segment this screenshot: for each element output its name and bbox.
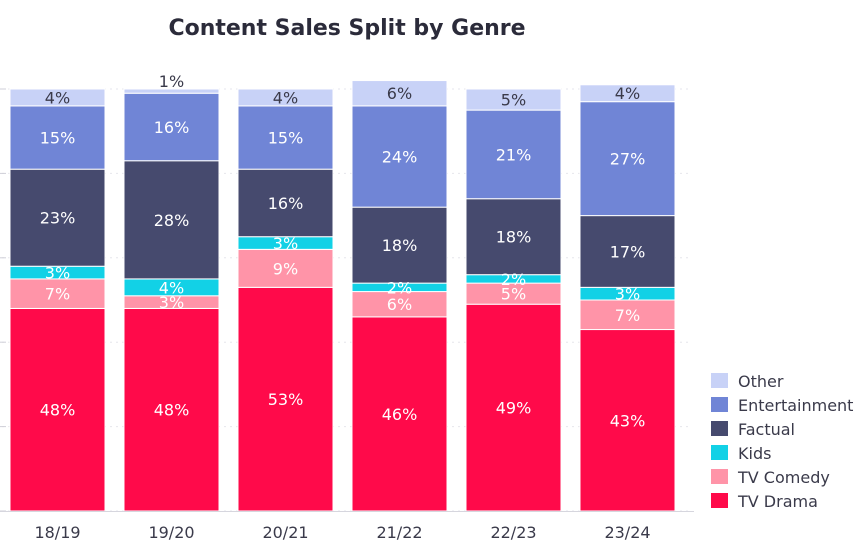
x-tick-label: 18/19 [34, 523, 80, 542]
data-label: 28% [154, 211, 190, 230]
data-label: 18% [382, 236, 418, 255]
bar-segment [9, 105, 106, 170]
legend-label: TV Drama [737, 492, 818, 511]
legend-swatch [711, 493, 728, 508]
data-label: 4% [45, 88, 70, 107]
data-label: 4% [273, 88, 298, 107]
data-label: 53% [268, 390, 304, 409]
legend-label: Other [738, 372, 784, 391]
legend-label: Factual [738, 420, 795, 439]
legend-swatch [711, 421, 728, 436]
bar-segment [123, 92, 220, 162]
bar-segment [9, 168, 106, 267]
data-label: 27% [610, 150, 646, 169]
data-label: 3% [159, 293, 184, 312]
data-label: 16% [154, 118, 190, 137]
data-label: 4% [159, 278, 184, 297]
x-tick-label: 21/22 [376, 523, 422, 542]
legend-label: Kids [738, 444, 771, 463]
legend-swatch [711, 445, 728, 460]
bar-stack-20-21 [237, 88, 334, 512]
bar-segment [237, 105, 334, 170]
chart-title: Content Sales Split by Genre [168, 16, 526, 41]
bar-stack-23-24 [579, 84, 676, 512]
data-label: 15% [40, 129, 76, 148]
x-tick-label: 19/20 [148, 523, 194, 542]
data-label: 46% [382, 405, 418, 424]
data-label: 43% [610, 411, 646, 430]
bars: 48%7%3%23%15%4%48%3%4%28%16%1%53%9%3%16%… [9, 72, 676, 512]
bar-segment [123, 88, 220, 94]
data-label: 17% [610, 242, 646, 261]
legend-label: TV Comedy [737, 468, 830, 487]
data-label: 4% [615, 84, 640, 103]
bar-stack-21-22 [351, 80, 448, 512]
bar-segment [237, 286, 334, 512]
data-label: 23% [40, 209, 76, 228]
bar-segment [579, 299, 676, 331]
bar-segment [465, 198, 562, 276]
legend-swatch [711, 469, 728, 484]
data-label: 48% [40, 401, 76, 420]
data-label: 5% [501, 285, 526, 304]
data-label: 7% [45, 285, 70, 304]
bar-stack-18-19 [9, 88, 106, 512]
bar-segment [123, 160, 220, 280]
data-label: 15% [268, 129, 304, 148]
legend-swatch [711, 397, 728, 412]
x-tick-label: 22/23 [490, 523, 536, 542]
data-label: 2% [501, 270, 526, 289]
data-label: 2% [387, 278, 412, 297]
data-label: 9% [273, 259, 298, 278]
bar-segment [123, 307, 220, 512]
bar-segment [351, 80, 448, 107]
bar-segment [465, 109, 562, 200]
data-label: 48% [154, 401, 190, 420]
data-label: 24% [382, 148, 418, 167]
data-label: 6% [387, 84, 412, 103]
bar-segment [579, 84, 676, 103]
data-label: 6% [387, 295, 412, 314]
data-label: 21% [496, 145, 532, 164]
x-tick-label: 23/24 [604, 523, 650, 542]
data-label: 5% [501, 91, 526, 110]
bar-segment [351, 316, 448, 512]
bar-segment [465, 88, 562, 111]
data-label: 3% [45, 264, 70, 283]
x-tick-label: 20/21 [262, 523, 308, 542]
bar-stack-19-20 [123, 88, 220, 512]
legend: Other Entertainment Factual Kids TV Comedy TV… [711, 372, 853, 511]
data-label: 1% [159, 72, 184, 91]
bar-segment [351, 291, 448, 318]
bar-segment [9, 307, 106, 512]
legend-label: Entertainment [738, 396, 853, 415]
bar-segment [237, 168, 334, 238]
data-label: 3% [273, 234, 298, 253]
legend-swatch [711, 373, 728, 388]
bar-segment [237, 88, 334, 107]
bar-segment [9, 88, 106, 107]
data-label: 16% [268, 194, 304, 213]
data-label: 49% [496, 399, 532, 418]
bar-segment [237, 248, 334, 288]
bar-stack-22-23 [465, 88, 562, 512]
bar-segment [465, 303, 562, 512]
bar-segment [579, 329, 676, 512]
data-label: 3% [615, 285, 640, 304]
bar-segment [351, 206, 448, 284]
data-label: 18% [496, 228, 532, 247]
bar-segment [9, 278, 106, 309]
x-axis: 18/19 19/20 20/21 21/22 22/23 23/24 [0, 511, 694, 542]
bar-segment [351, 105, 448, 208]
data-label: 7% [615, 306, 640, 325]
